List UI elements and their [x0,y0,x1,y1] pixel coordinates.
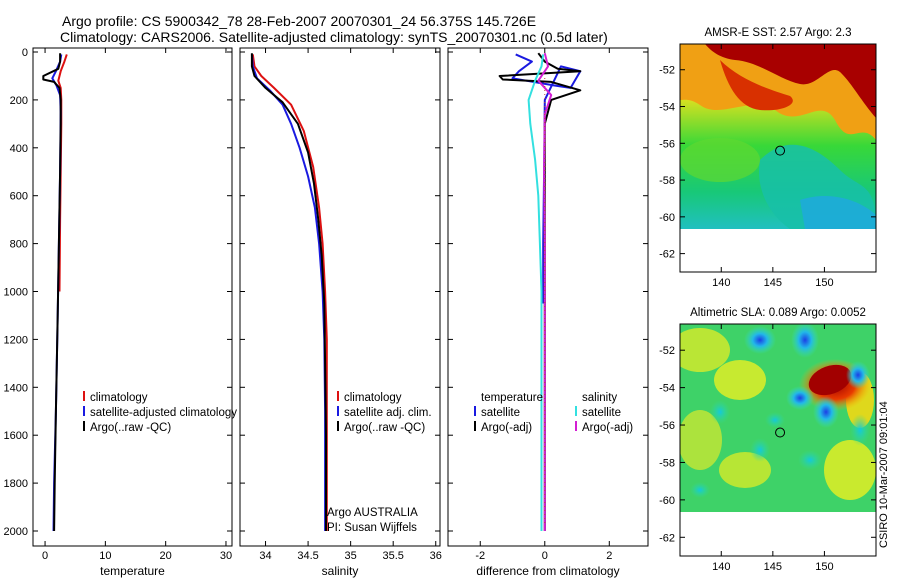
difference-xtick-label: 0 [542,550,548,562]
temperature-ytick-label: 1200 [4,334,28,346]
salinity-xlabel: salinity [322,564,359,578]
temperature-xtick-label: 0 [42,550,48,562]
temperature-ytick-label: 400 [10,143,28,155]
salinity-xtick-label: 35 [345,550,357,562]
altimetric-sla-xtick-label: 150 [815,561,833,573]
temperature-ytick-label: 1800 [4,478,28,490]
figure-title-line1: Argo profile: CS 5900342_78 28-Feb-2007 … [62,13,537,29]
temperature-xlabel: temperature [100,564,165,578]
altimetric-sla-xtick-label: 140 [712,561,730,573]
altimetric-sla-argo-marker [775,427,786,438]
amsr-sst-frame [679,43,877,273]
temperature-legend-entry: satellite-adjusted climatology [90,407,237,419]
salinity-xtick-label: 36 [430,550,442,562]
altimetric-sla-ytick-label: -58 [659,457,675,469]
salinity-line-climatology [251,54,328,531]
sst-green-patch [680,138,760,182]
sst-coldest-region [800,195,876,229]
difference-legend-title-temperature: temperature [481,392,543,404]
sst-map [680,44,876,229]
difference-line-salinity-argo-adj- [537,52,553,531]
salinity-legend-entry: satellite adj. clim. [344,407,432,419]
credit-stamp: CSIRO 10-Mar-2007 09:01:04 [878,401,890,548]
amsr-sst-ytick-label: -58 [659,175,675,187]
altimetric-sla-title: Altimetric SLA: 0.089 Argo: 0.0052 [690,307,866,319]
salinity-xtick-label: 34.5 [297,550,318,562]
difference-xlabel: difference from climatology [476,564,619,578]
amsr-sst-ytick-label: -60 [659,212,675,224]
amsr-sst-ytick-label: -56 [659,138,675,150]
sla-low-anomaly [744,326,776,354]
temperature-ytick-label: 0 [22,47,28,59]
salinity-xtick-label: 34 [259,550,271,562]
amsr-sst-ytick-label: -52 [659,65,675,77]
temperature-ytick-label: 1000 [4,287,28,299]
sla-map [680,324,876,512]
difference-legend-entry: satellite [582,407,621,419]
altimetric-sla-ytick-label: -60 [659,495,675,507]
difference-legend-entry: Argo(-adj) [481,422,532,434]
altimetric-sla-ytick-label: -54 [659,383,675,395]
temperature-xtick-label: 30 [220,550,232,562]
difference-legend-entry: Argo(-adj) [582,422,633,434]
salinity-legend-entry: climatology [344,392,402,404]
difference-line-temperature-satellite [511,53,582,304]
difference-line-salinity-satellite [527,54,545,531]
temperature-ytick-label: 1400 [4,382,28,394]
amsr-sst-xtick-label: 140 [712,277,730,289]
salinity-xtick-label: 35.5 [382,550,403,562]
temperature-ytick-label: 200 [10,95,28,107]
salinity-frame [239,47,441,547]
salinity-annotation: Argo AUSTRALIA [327,507,418,519]
salinity-legend-entry: Argo(..raw -QC) [344,422,425,434]
temperature-ytick-label: 800 [10,239,28,251]
temperature-xtick-label: 20 [160,550,172,562]
difference-frame [447,47,649,547]
altimetric-sla-ytick-label: -56 [659,420,675,432]
amsr-sst-xtick-label: 150 [815,277,833,289]
amsr-sst-argo-marker [775,145,786,156]
difference-xtick-label: 2 [606,550,612,562]
temperature-xtick-label: 10 [99,550,111,562]
difference-legend-title-salinity: salinity [582,392,617,404]
altimetric-sla-ytick-label: -52 [659,345,675,357]
salinity-line-satellite-adj-clim- [250,54,327,531]
altimetric-sla-ytick-label: -62 [659,532,675,544]
amsr-sst-ytick-label: -62 [659,249,675,261]
altimetric-sla-frame [679,323,877,557]
temperature-legend-entry: climatology [90,392,148,404]
salinity-annotation: PI: Susan Wijffels [327,522,417,534]
difference-line-temperature-argo-adj- [498,52,582,531]
difference-xtick-label: -2 [475,550,485,562]
difference-legend-entry: satellite [481,407,520,419]
amsr-sst-xtick-label: 145 [764,277,782,289]
salinity-line-argo-raw-qc- [250,53,327,531]
temperature-legend-entry: Argo(..raw -QC) [90,422,171,434]
figure-title-line2: Climatology: CARS2006. Satellite-adjuste… [60,29,608,45]
temperature-ytick-label: 1600 [4,430,28,442]
temperature-line-argo-raw-qc- [42,53,62,532]
altimetric-sla-xtick-label: 145 [764,561,782,573]
amsr-sst-title: AMSR-E SST: 2.57 Argo: 2.3 [704,27,851,39]
temperature-frame [32,47,233,547]
temperature-ytick-label: 600 [10,191,28,203]
temperature-ytick-label: 2000 [4,526,28,538]
sst-hot-region [705,44,876,118]
sst-orange-patch [720,60,793,111]
amsr-sst-ytick-label: -54 [659,102,675,114]
